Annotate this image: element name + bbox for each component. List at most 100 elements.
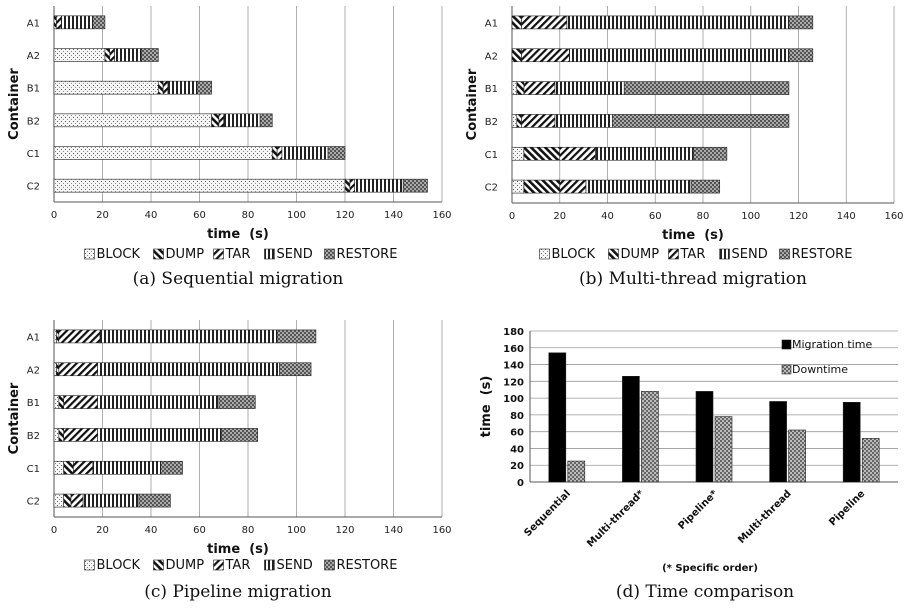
bar-c2-dump — [63, 493, 72, 508]
legend-swatch-restore — [779, 248, 790, 260]
panel-caption: (a) Sequential migration — [133, 269, 344, 289]
x-tick-label: 40 — [145, 525, 158, 536]
legend-label-send: SEND — [277, 247, 313, 262]
bar-c1-dump — [63, 460, 74, 475]
legend-swatch-tar — [668, 248, 679, 260]
bar-c2-restore — [402, 178, 428, 193]
x-tick-label: 20 — [96, 525, 109, 536]
bar-a1-restore — [788, 15, 814, 30]
y-axis-title: Container — [7, 68, 22, 140]
y-axis-title: Container — [7, 382, 22, 454]
legend-label-tar: TAR — [225, 558, 251, 573]
category-label-a1: A1 — [27, 18, 40, 29]
bar-b2-send — [223, 113, 261, 128]
bar-a1-send — [566, 15, 790, 30]
bar-b2-tar — [218, 113, 225, 128]
bar-a1-tar — [56, 15, 62, 30]
bar-a1-dump — [56, 329, 60, 344]
bar-c2-block — [53, 493, 64, 508]
x-axis-title: time (s) — [207, 542, 269, 557]
category-label-multi-thread: Multi-thread — [736, 488, 794, 546]
bar-a2-dump — [104, 48, 111, 62]
bar-pipeline-migration-time — [695, 391, 714, 483]
bar-c2-block — [53, 178, 346, 193]
bar-a1-tar — [521, 15, 568, 30]
category-label-c1: C1 — [27, 464, 40, 475]
specific-order-note: (* Specific order) — [662, 563, 758, 574]
x-tick-label: 0 — [51, 525, 57, 536]
bar-b2-dump — [58, 428, 64, 442]
y-tick-label: 80 — [510, 411, 524, 422]
y-tick-label: 180 — [503, 327, 524, 338]
category-label-c2: C2 — [27, 497, 40, 508]
panel-caption: (b) Multi-thread migration — [579, 269, 807, 289]
bar-b2-restore — [221, 428, 258, 442]
x-tick-label: 140 — [384, 210, 403, 221]
bar-b2-restore — [259, 113, 273, 128]
category-label-pipeline: Pipeline — [827, 488, 867, 528]
bar-b2-tar — [63, 428, 98, 442]
bar-c2-restore — [690, 179, 721, 194]
x-tick-label: 0 — [509, 211, 515, 222]
bar-a2-restore — [141, 48, 159, 62]
bar-a1-send — [60, 15, 94, 30]
bar-b1-dump — [516, 81, 525, 95]
bar-c1-restore — [327, 146, 346, 160]
bar-c1-tar — [73, 460, 94, 475]
bar-b1-tar — [523, 81, 556, 95]
legend-label-send: SEND — [277, 558, 313, 573]
bar-b1-restore — [218, 395, 256, 409]
legend-swatch-send — [264, 248, 275, 260]
category-label-a1: A1 — [27, 332, 40, 343]
panel-pipeline-migration: 0 20 40 60 80 100 120 140 160 A1 A2 B1 B2 C1 C2 time (s… — [7, 320, 452, 602]
y-tick-label: 60 — [510, 428, 524, 439]
bar-a2-restore — [788, 48, 814, 63]
legend-label-restore: RESTORE — [337, 558, 398, 573]
category-label-c2: C2 — [485, 183, 498, 194]
bar-b1-dump — [157, 80, 164, 95]
bar-c1-send — [595, 146, 694, 161]
bar-multi-thread-downtime — [788, 429, 806, 483]
legend-swatch-send — [719, 248, 730, 260]
legend-swatch-tar — [213, 248, 224, 260]
y-axis-title: time (s) — [479, 376, 494, 438]
legend-swatch-tar — [213, 559, 224, 571]
x-tick-label: 80 — [242, 210, 255, 221]
x-tick-label: 120 — [335, 525, 354, 536]
legend-label-migration-time: Migration time — [792, 338, 872, 351]
panel-sequential-migration: 0 20 40 60 80 100 120 140 160 A1 A2 B1 B2 C1 C2 time (s… — [7, 6, 452, 289]
bar-a1-restore — [92, 15, 106, 30]
bar-a1-block — [53, 329, 57, 344]
x-tick-label: 120 — [789, 211, 808, 222]
legend-swatch-send — [264, 559, 275, 571]
bar-b1-block — [53, 395, 60, 409]
bar-b2-restore — [611, 114, 790, 128]
bar-b2-dump — [211, 113, 220, 128]
bar-b1-send — [554, 81, 625, 95]
x-axis-title: time (s) — [207, 227, 269, 242]
legend-swatch-dump — [153, 248, 164, 260]
bar-c1-block — [511, 146, 525, 161]
legend-swatch-migration-time — [781, 339, 792, 350]
x-tick-label: 0 — [51, 210, 57, 221]
bar-c2-send — [82, 493, 140, 508]
x-tick-label: 40 — [145, 210, 158, 221]
bar-pipeline-downtime — [861, 438, 880, 483]
category-label-c1: C1 — [485, 150, 498, 161]
bar-multi-thread-downtime — [641, 391, 659, 483]
legend-swatch-dump — [608, 248, 619, 260]
legend-label-block: BLOCK — [97, 558, 141, 573]
legend-swatch-restore — [324, 248, 335, 260]
bar-c1-restore — [693, 146, 728, 161]
category-label-multi-thread: Multi-thread* — [585, 488, 647, 550]
legend-swatch-restore — [324, 559, 335, 571]
legend-swatch-block — [84, 248, 95, 260]
category-label-b1: B1 — [27, 398, 40, 409]
bar-a2-send — [97, 362, 280, 377]
x-tick-label: 60 — [193, 525, 206, 536]
category-label-a2: A2 — [27, 51, 40, 62]
category-label-a2: A2 — [485, 51, 498, 62]
category-label-c1: C1 — [27, 149, 40, 160]
legend-swatch-block — [539, 248, 550, 260]
